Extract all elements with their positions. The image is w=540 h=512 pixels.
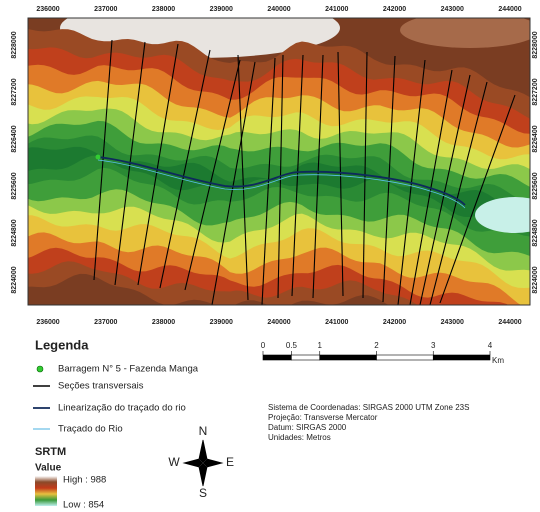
scale-label: 0	[261, 341, 266, 350]
scale-bar: 0 0.5 1 2 3 4 Km	[261, 341, 505, 365]
ramp-low: Low : 854	[63, 500, 104, 511]
x-coord-label: 241000	[325, 319, 348, 326]
x-coord-label: 240000	[267, 6, 290, 13]
scale-segment	[263, 355, 291, 360]
north-arrow: N S W E	[168, 424, 234, 500]
scale-segment	[291, 355, 319, 360]
compass-w: W	[168, 455, 180, 469]
ramp-high: High : 988	[63, 475, 106, 486]
x-coord-label: 237000	[94, 6, 117, 13]
y-coord-label: 8225600	[532, 172, 539, 199]
legend-title: Legenda	[35, 337, 89, 352]
legend-item: Linearização do traçado do rio	[58, 403, 186, 414]
x-coord-label: 244000	[498, 319, 521, 326]
scale-unit: Km	[492, 356, 504, 365]
coordinate-info: Unidades: Metros	[268, 433, 331, 442]
y-coord-label: 8227200	[11, 78, 18, 105]
scale-segment	[433, 355, 490, 360]
y-coord-label: 8226400	[532, 125, 539, 152]
coordinate-info: Sistema de Coordenadas: SIRGAS 2000 UTM …	[268, 403, 469, 412]
x-coord-label: 239000	[210, 6, 233, 13]
y-coord-label: 8228000	[11, 31, 18, 58]
raster-title: SRTM	[35, 446, 66, 458]
legend-item: Barragem N° 5 - Fazenda Manga	[58, 364, 199, 375]
compass-n: N	[199, 424, 208, 438]
value-label: Value	[35, 463, 62, 474]
y-coord-label: 8224000	[532, 266, 539, 293]
y-coord-label: 8227200	[532, 78, 539, 105]
y-coord-label: 8226400	[11, 125, 18, 152]
highland	[400, 12, 540, 48]
y-coord-label: 8228000	[532, 31, 539, 58]
map-page: Legenda Barragem N° 5 - Fazenda Manga Se…	[0, 0, 540, 512]
x-coord-label: 242000	[383, 6, 406, 13]
scale-label: 0.5	[286, 341, 298, 350]
coordinate-info: Datum: SIRGAS 2000	[268, 423, 347, 432]
x-coord-label: 240000	[267, 319, 290, 326]
coordinate-info: Projeção: Transverse Mercator	[268, 413, 378, 422]
scale-label: 1	[318, 341, 323, 350]
dam	[96, 155, 101, 160]
x-coord-label: 236000	[36, 319, 59, 326]
scale-label: 4	[488, 341, 493, 350]
y-coord-label: 8224800	[11, 219, 18, 246]
scale-label: 3	[431, 341, 436, 350]
compass-e: E	[226, 455, 234, 469]
x-coord-label: 244000	[498, 6, 521, 13]
x-coord-label: 237000	[94, 319, 117, 326]
color-ramp	[35, 476, 57, 506]
x-coord-label: 242000	[383, 319, 406, 326]
x-coord-label: 243000	[441, 319, 464, 326]
elevation-map	[20, 0, 540, 339]
compass-s: S	[199, 486, 207, 500]
x-coord-label: 239000	[210, 319, 233, 326]
x-coord-label: 238000	[152, 319, 175, 326]
x-coord-label: 243000	[441, 6, 464, 13]
legend-item: Seções transversais	[58, 381, 144, 392]
scale-segment	[377, 355, 434, 360]
scale-label: 2	[374, 341, 379, 350]
y-coord-label: 8224800	[532, 219, 539, 246]
y-coord-label: 8224000	[11, 266, 18, 293]
scale-segment	[320, 355, 377, 360]
legend-item: Traçado do Rio	[58, 424, 123, 435]
x-coord-label: 241000	[325, 6, 348, 13]
y-coord-label: 8225600	[11, 172, 18, 199]
dam-symbol	[37, 366, 43, 372]
x-coord-label: 238000	[152, 6, 175, 13]
x-coord-label: 236000	[36, 6, 59, 13]
